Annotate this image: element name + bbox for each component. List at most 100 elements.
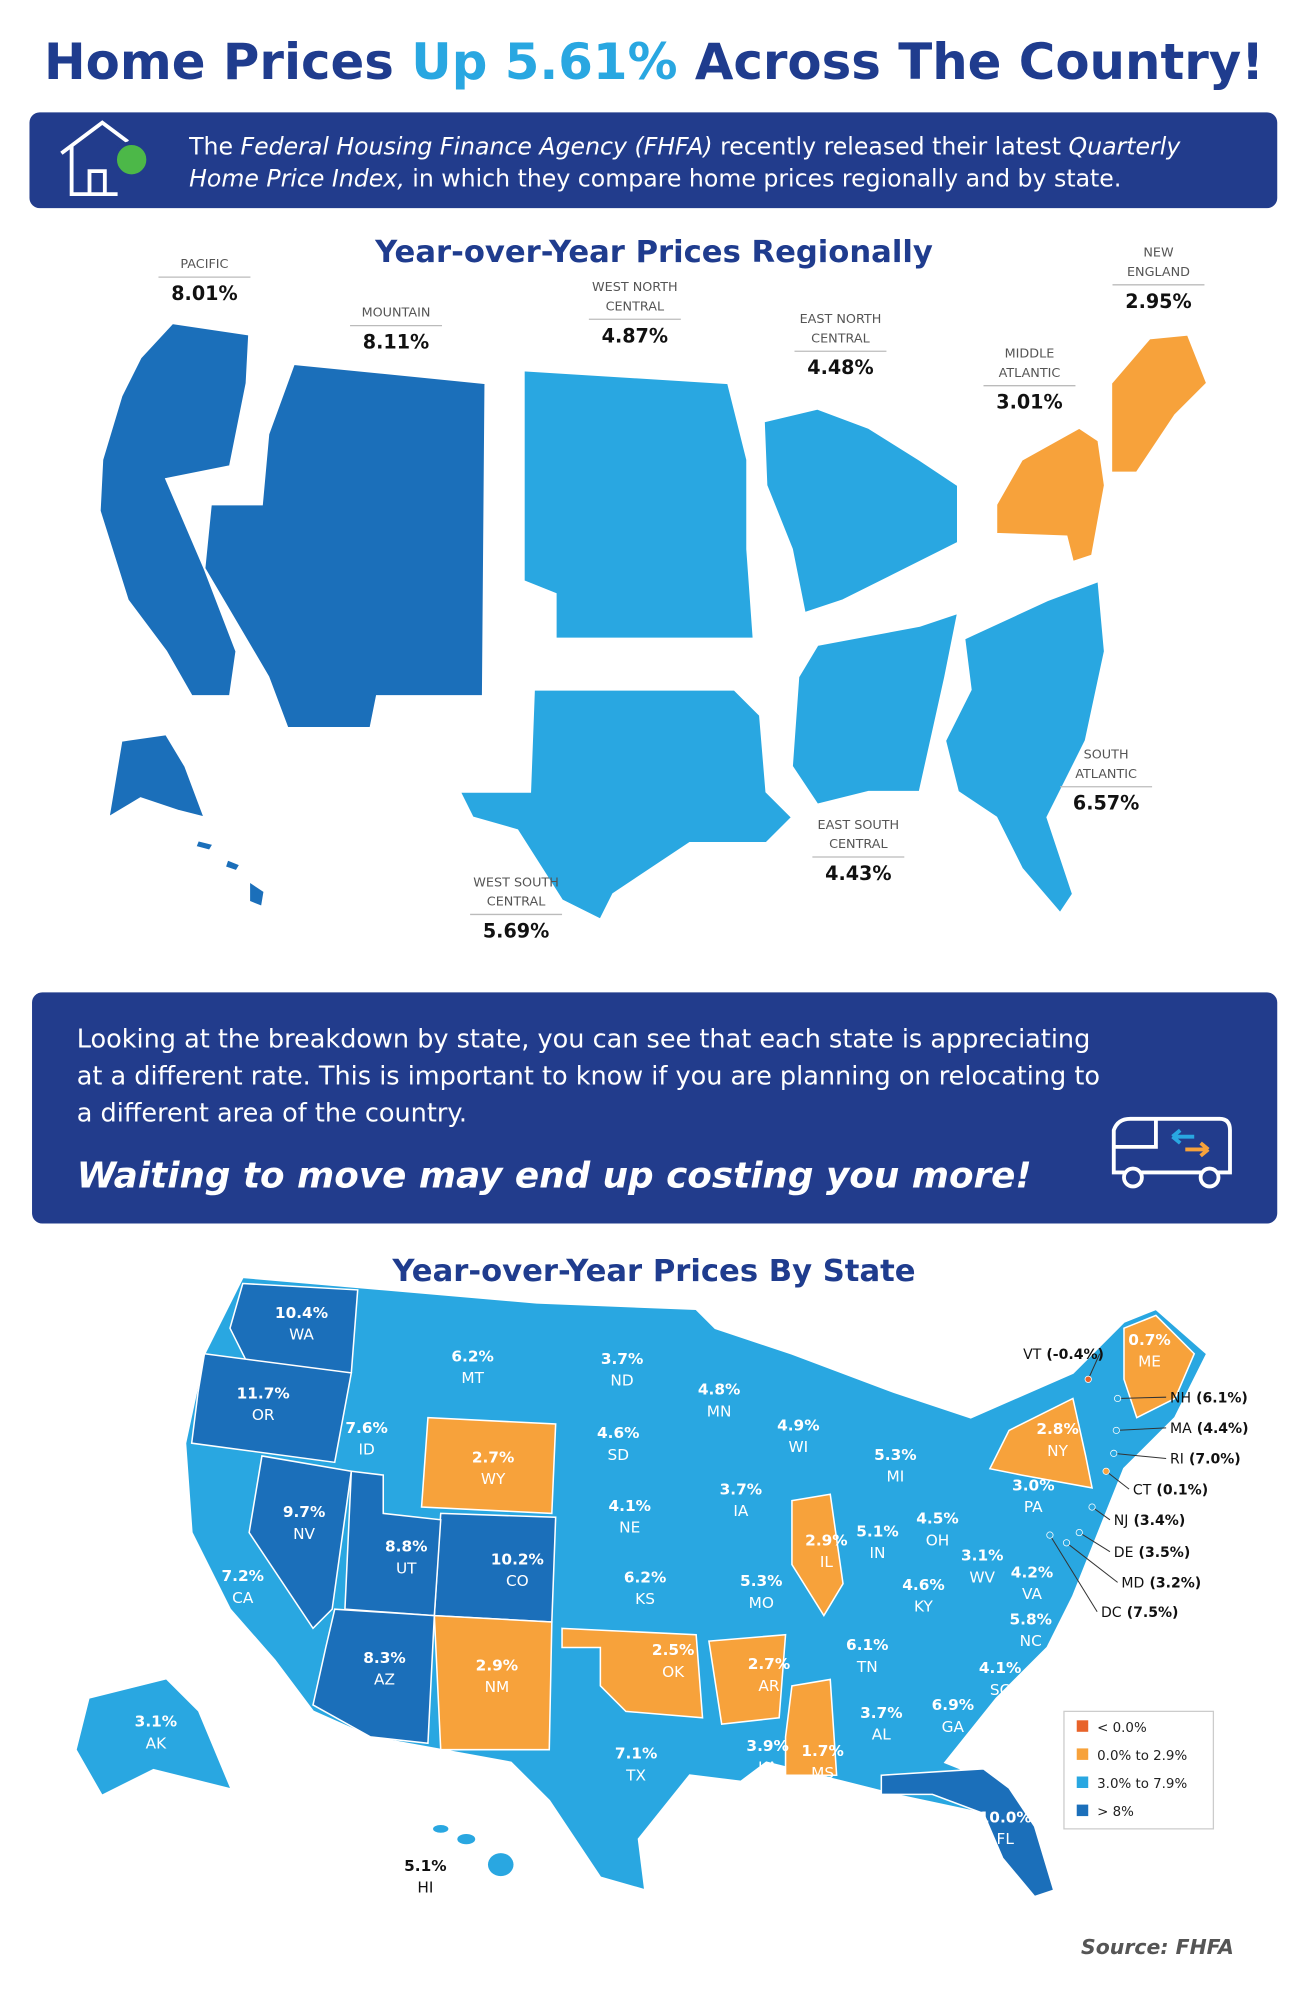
legend-swatch [1076, 1804, 1089, 1817]
move-line: at a different rate. This is important t… [77, 1061, 1100, 1091]
state-abbr: MT [461, 1369, 484, 1387]
state-value: 3.7% [860, 1704, 902, 1722]
state-abbr: LA [758, 1759, 778, 1777]
title-part: Home Prices [44, 33, 411, 91]
state-value: 5.3% [740, 1572, 782, 1590]
callout-leader [1091, 1506, 1111, 1521]
move-line: a different area of the country. [77, 1098, 467, 1128]
state-abbr: IN [870, 1544, 886, 1562]
region-name: SOUTH [1084, 748, 1129, 763]
state-value: 6.1% [846, 1636, 888, 1654]
state-value: 3.1% [135, 1713, 177, 1731]
state-value: 4.1% [608, 1497, 650, 1515]
region-shape [203, 362, 487, 729]
intro-line: The Federal Housing Finance Agency (FHFA… [188, 133, 1181, 161]
state-shape [880, 1768, 1055, 1898]
callout-value: (3.4%) [1134, 1513, 1186, 1529]
legend-box [1063, 1710, 1215, 1830]
callout-value: (6.1%) [1196, 1390, 1248, 1406]
callout-abbr: VT [1023, 1347, 1042, 1363]
region-name: CENTRAL [829, 837, 888, 852]
source-note: Source: FHFA [1081, 1935, 1234, 1959]
callout-leader [1079, 1532, 1111, 1553]
state-abbr: NM [485, 1678, 510, 1696]
callout-leader [1116, 1427, 1167, 1431]
state-value: 2.7% [748, 1655, 790, 1673]
region-shape [458, 688, 794, 921]
state-shape [433, 1614, 553, 1751]
intro-text: The [188, 133, 240, 161]
callout-abbr: CT [1133, 1482, 1152, 1498]
state-value: 10.0% [979, 1808, 1032, 1826]
callout-abbr: DC [1101, 1605, 1122, 1621]
region-value: 3.01% [996, 391, 1062, 414]
callout-abbr: MD [1121, 1575, 1144, 1591]
state-shape [1123, 1314, 1196, 1419]
region-shape [522, 369, 755, 640]
callout-label: MA (4.4%) [1170, 1421, 1249, 1437]
callout-label: DE (3.5%) [1114, 1545, 1191, 1561]
callout-value: (4.4%) [1197, 1421, 1249, 1437]
legend-label: 3.0% to 7.9% [1097, 1777, 1187, 1792]
state-value: 9.7% [283, 1503, 325, 1521]
callout-abbr: NJ [1114, 1513, 1129, 1529]
state-abbr: NY [1047, 1442, 1068, 1460]
state-value: 7.2% [222, 1567, 264, 1585]
state-value: 3.0% [1012, 1476, 1054, 1494]
region-name: MOUNTAIN [362, 306, 431, 321]
state-abbr: AL [872, 1725, 891, 1743]
region-name: WEST SOUTH [473, 875, 559, 890]
region-name: CENTRAL [487, 894, 546, 909]
state-value: 8.3% [363, 1649, 405, 1667]
state-abbr: MI [887, 1467, 905, 1485]
state-value: 2.9% [805, 1531, 847, 1549]
region-name: WEST NORTH [592, 280, 678, 295]
state-abbr: AK [146, 1734, 167, 1752]
state-value: 1.7% [801, 1742, 843, 1760]
intro-text: recently released their latest [713, 133, 1069, 161]
state-value: 2.9% [476, 1656, 518, 1674]
callout-marker [1114, 1394, 1122, 1403]
callout-leader [1049, 1534, 1098, 1613]
state-value: 10.4% [275, 1304, 328, 1322]
state-abbr: KS [635, 1590, 655, 1608]
region-value: 4.43% [825, 862, 891, 885]
state-value: 6.2% [451, 1347, 493, 1365]
region-name: ATLANTIC [1075, 767, 1137, 782]
state-abbr: ID [358, 1441, 374, 1459]
state-abbr: UT [396, 1559, 417, 1577]
state-value: 2.7% [472, 1448, 514, 1466]
state-value: 3.7% [601, 1350, 643, 1368]
state-shape [988, 1397, 1094, 1489]
region-name: EAST NORTH [800, 312, 882, 327]
intro-line: Home Price Index, in which they compare … [189, 164, 1121, 192]
region-shape [98, 322, 251, 697]
intro-text: Federal Housing Finance Agency (FHFA) [241, 133, 713, 161]
callout-value: (7.0%) [1189, 1452, 1241, 1468]
callout-leader [1117, 1396, 1167, 1399]
state-value: 3.7% [720, 1480, 762, 1498]
state-shape [248, 1455, 353, 1630]
state-abbr: SC [990, 1681, 1010, 1699]
region-shape [944, 579, 1106, 915]
section-title: Year-over-Year Prices Regionally [374, 235, 933, 270]
legend-label: > 8% [1097, 1805, 1134, 1820]
callout-abbr: MA [1170, 1421, 1192, 1437]
intro-text: Quarterly [1069, 133, 1182, 161]
move-line: Looking at the breakdown by state, you c… [77, 1024, 1091, 1054]
region-name: EAST SOUTH [818, 818, 900, 833]
state-value: 8.8% [385, 1538, 427, 1556]
state-abbr: AR [758, 1677, 779, 1695]
callout-marker [1088, 1503, 1096, 1511]
state-value: 7.1% [615, 1745, 657, 1763]
legend-swatch [1076, 1776, 1089, 1788]
intro-text: Home Price Index, [189, 164, 405, 192]
state-value: 5.8% [1010, 1611, 1052, 1629]
state-value: 2.8% [1036, 1420, 1078, 1438]
callout-marker [1084, 1375, 1092, 1383]
region-name: MIDDLE [1005, 347, 1055, 362]
legend-label: < 0.0% [1097, 1721, 1146, 1736]
region-value: 8.01% [171, 282, 237, 305]
state-abbr: WI [788, 1438, 808, 1456]
region-name: CENTRAL [811, 331, 870, 346]
